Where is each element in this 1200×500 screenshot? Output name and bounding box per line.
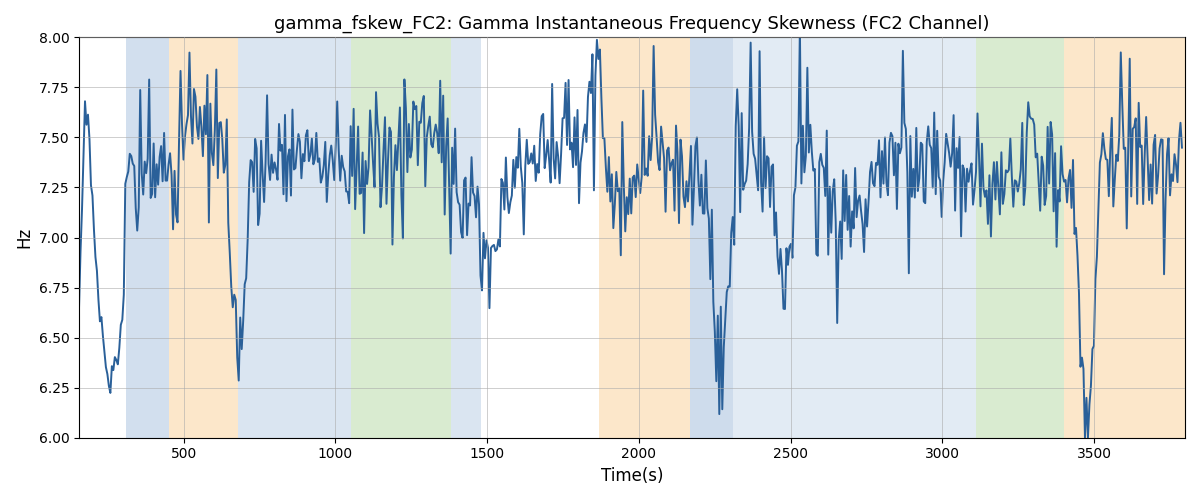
Bar <box>599 38 690 438</box>
X-axis label: Time(s): Time(s) <box>601 467 664 485</box>
Bar <box>168 38 239 438</box>
Bar <box>350 38 451 438</box>
Bar <box>733 38 876 438</box>
Bar <box>876 38 976 438</box>
Bar <box>451 38 481 438</box>
Bar <box>126 38 168 438</box>
Bar <box>1063 38 1186 438</box>
Bar <box>976 38 1063 438</box>
Bar <box>690 38 733 438</box>
Title: gamma_fskew_FC2: Gamma Instantaneous Frequency Skewness (FC2 Channel): gamma_fskew_FC2: Gamma Instantaneous Fre… <box>275 15 990 34</box>
Y-axis label: Hz: Hz <box>14 227 32 248</box>
Bar <box>239 38 350 438</box>
